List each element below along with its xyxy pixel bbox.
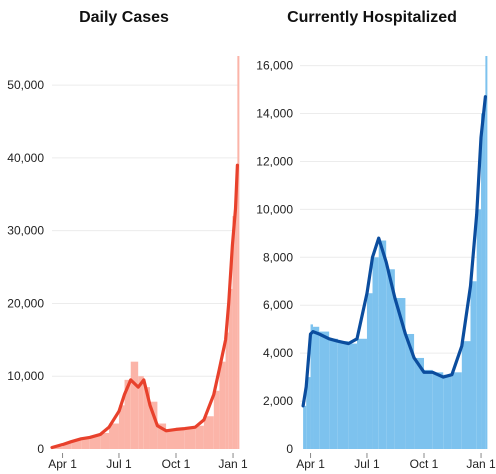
data-bar [195, 425, 204, 449]
data-bar [443, 374, 452, 449]
data-bar [337, 341, 349, 449]
data-bar [219, 361, 226, 449]
y-tick-label: 6,000 [263, 298, 293, 312]
x-tick-label: Oct 1 [410, 457, 439, 471]
data-bar [432, 372, 444, 449]
data-bar [378, 240, 387, 449]
data-bar [366, 293, 373, 449]
y-tick-label: 10,000 [256, 202, 293, 216]
data-bar [306, 377, 311, 449]
data-bar [470, 281, 477, 449]
data-bar [62, 443, 72, 449]
data-bar [109, 423, 119, 449]
data-bar [228, 288, 233, 449]
data-bar [481, 113, 486, 449]
data-bar [313, 326, 320, 449]
data-bar [329, 338, 338, 449]
y-tick-label: 8,000 [263, 250, 293, 264]
y-tick-label: 0 [37, 442, 44, 456]
data-bar [157, 423, 167, 449]
y-tick-label: 20,000 [7, 296, 44, 310]
hospitalized-chart: 0 2,000 4,000 6,000 8,000 10,000 12,000 14,000 1… [256, 56, 496, 471]
hospitalized-panel: Currently Hospitalized 0 2,000 4,000 6,000 8… [248, 0, 496, 474]
data-bar [81, 438, 90, 449]
data-bar [203, 416, 214, 449]
x-tick-label: Jul 1 [106, 457, 132, 471]
data-bar [348, 343, 358, 449]
y-tick-label: 14,000 [256, 107, 293, 121]
data-bar [237, 56, 240, 449]
daily-cases-chart: 0 10,000 20,000 30,000 40,000 50,000 Apr 1 Jul … [7, 56, 248, 471]
data-bar [394, 298, 406, 449]
x-tick-label: Jul 1 [354, 457, 380, 471]
daily-cases-panel: Daily Cases 0 10,000 20,000 30,000 40,000 50,… [7, 9, 248, 471]
trend-line [50, 163, 239, 450]
chart-title: Currently Hospitalized [287, 9, 457, 26]
y-tick-label: 40,000 [7, 151, 44, 165]
data-bar [52, 446, 63, 449]
y-tick-label: 50,000 [7, 78, 44, 92]
data-bar [124, 379, 131, 449]
chart-title: Daily Cases [79, 9, 169, 26]
data-bar [166, 430, 176, 449]
data-bar [89, 435, 101, 449]
data-bar [414, 357, 424, 449]
data-bar [225, 332, 229, 449]
data-bar [451, 372, 462, 449]
data-bar [118, 405, 125, 449]
x-tick-label: Jan 1 [218, 457, 248, 471]
y-tick-label: 0 [286, 442, 293, 456]
x-tick-label: Oct 1 [162, 457, 191, 471]
data-bar [184, 427, 196, 449]
data-bar [405, 333, 415, 449]
data-bar [149, 401, 158, 449]
data-bar [138, 376, 144, 449]
data-bar [386, 269, 395, 449]
y-tick-label: 4,000 [263, 346, 293, 360]
data-bar [235, 187, 238, 449]
data-bar [424, 369, 433, 449]
data-bar [232, 216, 236, 449]
data-bar [303, 405, 307, 449]
data-bar [100, 432, 110, 449]
data-bar [357, 338, 367, 449]
data-bar [476, 209, 482, 449]
y-tick-label: 2,000 [263, 394, 293, 408]
data-bar [461, 341, 471, 449]
data-bar [372, 257, 379, 449]
trend-line [301, 95, 487, 408]
data-bar [485, 56, 488, 449]
data-bar [71, 440, 82, 449]
data-bar [143, 387, 150, 449]
data-bar [319, 331, 330, 449]
y-tick-label: 10,000 [7, 369, 44, 383]
data-bar [310, 324, 314, 449]
x-tick-label: Apr 1 [296, 457, 325, 471]
x-tick-label: Apr 1 [48, 457, 77, 471]
x-tick-label: Jan 1 [466, 457, 496, 471]
y-tick-label: 16,000 [256, 59, 293, 73]
data-bar [213, 390, 220, 449]
y-tick-label: 12,000 [256, 154, 293, 168]
y-tick-label: 30,000 [7, 224, 44, 238]
data-bar [130, 361, 139, 449]
data-bar [176, 428, 185, 449]
